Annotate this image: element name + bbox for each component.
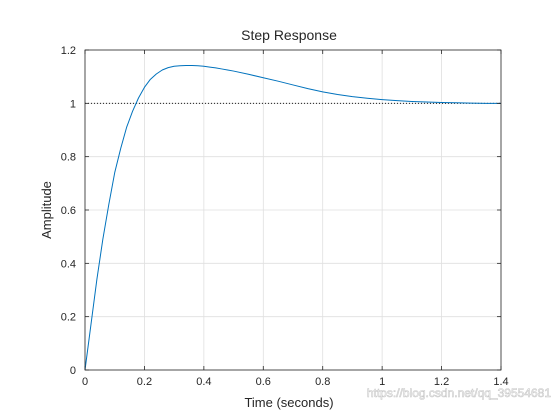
watermark: https://blog.csdn.net/qq_39554681 [367, 386, 551, 400]
series-group [84, 64, 501, 371]
y-tick-label: 0.4 [61, 258, 76, 270]
x-axis-label: Time (seconds) [244, 395, 333, 410]
y-tick-label: 0.8 [61, 152, 76, 164]
x-tick-label: 1.4 [493, 376, 508, 388]
y-tick-labels: 0 0.2 0.4 0.6 0.8 1 1.2 [61, 45, 76, 377]
x-tick-labels: 0 0.2 0.4 0.6 0.8 1 1.2 1.4 [82, 376, 509, 388]
y-tick-label: 0.2 [61, 312, 76, 324]
ticks [84, 49, 502, 371]
step-response-line [84, 64, 501, 371]
x-tick-label: 1 [379, 376, 385, 388]
x-tick-label: 0.2 [137, 376, 152, 388]
chart-title: Step Response [241, 27, 337, 43]
y-tick-label: 1 [70, 98, 76, 110]
x-tick-label: 0.4 [196, 376, 211, 388]
y-tick-label: 0.6 [61, 205, 76, 217]
x-tick-label: 0 [82, 376, 88, 388]
y-tick-label: 0 [70, 365, 76, 377]
y-axis-label: Amplitude [39, 181, 54, 239]
x-tick-label: 1.2 [434, 376, 449, 388]
y-tick-label: 1.2 [61, 45, 76, 57]
x-tick-label: 0.8 [315, 376, 330, 388]
x-tick-label: 0.6 [256, 376, 271, 388]
